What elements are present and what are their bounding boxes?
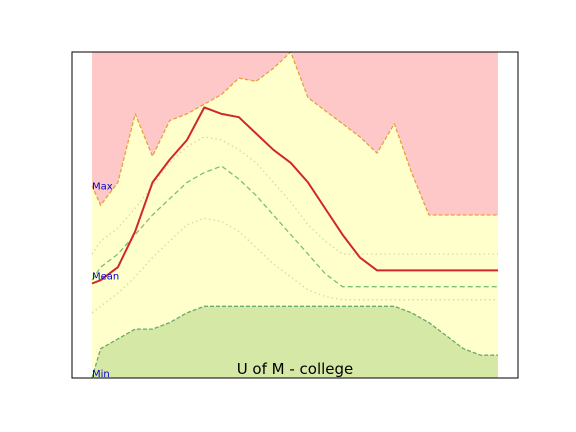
mean-label: Mean — [92, 271, 119, 282]
above-max-area — [92, 52, 498, 215]
dashed-line-1 — [91, 165, 498, 288]
mean-line — [91, 106, 498, 285]
plot-fills — [92, 52, 498, 378]
max-label: Max — [92, 182, 113, 193]
min-label: Min — [92, 369, 110, 380]
chart-title: U of M - college — [237, 360, 354, 378]
dotted-line-1 — [91, 136, 498, 255]
plot-labels: Max Mean Min — [92, 182, 119, 380]
dotted-line-2 — [91, 217, 498, 314]
max-to-min-area — [92, 52, 498, 378]
below-min-area — [92, 306, 498, 378]
plot-frame — [71, 51, 519, 379]
min-line — [91, 305, 498, 379]
